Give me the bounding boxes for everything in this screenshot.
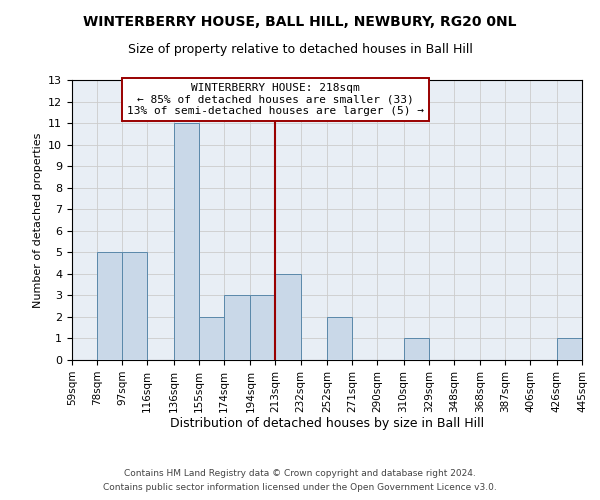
Bar bbox=[275, 274, 301, 360]
Bar bbox=[557, 338, 582, 360]
Text: Contains HM Land Registry data © Crown copyright and database right 2024.: Contains HM Land Registry data © Crown c… bbox=[124, 468, 476, 477]
Bar bbox=[582, 338, 600, 360]
Text: WINTERBERRY HOUSE: 218sqm
← 85% of detached houses are smaller (33)
13% of semi-: WINTERBERRY HOUSE: 218sqm ← 85% of detac… bbox=[127, 83, 424, 116]
Bar bbox=[224, 296, 250, 360]
Text: Contains public sector information licensed under the Open Government Licence v3: Contains public sector information licen… bbox=[103, 484, 497, 492]
Bar bbox=[174, 123, 199, 360]
Text: WINTERBERRY HOUSE, BALL HILL, NEWBURY, RG20 0NL: WINTERBERRY HOUSE, BALL HILL, NEWBURY, R… bbox=[83, 15, 517, 29]
Bar bbox=[199, 317, 224, 360]
Text: Size of property relative to detached houses in Ball Hill: Size of property relative to detached ho… bbox=[128, 42, 472, 56]
X-axis label: Distribution of detached houses by size in Ball Hill: Distribution of detached houses by size … bbox=[170, 418, 484, 430]
Bar bbox=[404, 338, 429, 360]
Bar bbox=[122, 252, 148, 360]
Bar bbox=[250, 296, 275, 360]
Bar bbox=[327, 317, 352, 360]
Y-axis label: Number of detached properties: Number of detached properties bbox=[32, 132, 43, 308]
Bar bbox=[97, 252, 122, 360]
